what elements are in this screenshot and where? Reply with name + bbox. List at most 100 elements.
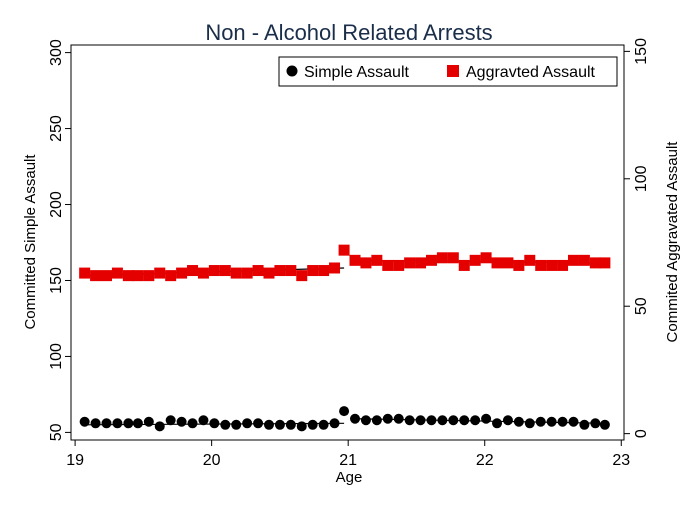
simple-assault-point bbox=[437, 415, 448, 426]
simple-assault-point bbox=[90, 418, 101, 429]
simple-assault-point bbox=[360, 415, 371, 426]
aggravated-assault-point bbox=[122, 270, 134, 282]
simple-assault-point bbox=[513, 416, 524, 427]
simple-assault-point bbox=[426, 415, 437, 426]
aggravated-assault-point bbox=[491, 257, 503, 269]
simple-assault-point bbox=[448, 415, 459, 426]
x-tick-label: 22 bbox=[476, 452, 494, 469]
aggravated-assault-point bbox=[132, 270, 144, 282]
aggravated-assault-point bbox=[524, 254, 536, 266]
aggravated-assault-point bbox=[447, 252, 459, 264]
simple-assault-point bbox=[568, 416, 579, 427]
y-axis-right-title: Commited Aggravated Assault bbox=[664, 141, 681, 343]
aggravated-assault-point bbox=[208, 265, 220, 277]
plot-area bbox=[70, 44, 625, 441]
aggravated-assault-point bbox=[274, 265, 286, 277]
x-tick-label: 19 bbox=[66, 452, 84, 469]
simple-assault-point bbox=[546, 416, 557, 427]
y-axis-left-title: Committed Simple Assault bbox=[22, 154, 39, 330]
simple-assault-point bbox=[579, 419, 590, 430]
simple-assault-point bbox=[371, 415, 382, 426]
simple-assault-point bbox=[415, 415, 426, 426]
simple-assault-point bbox=[382, 413, 393, 424]
aggravated-assault-point bbox=[90, 270, 102, 282]
aggravated-assault-point bbox=[425, 254, 437, 266]
simple-assault-point bbox=[101, 418, 112, 429]
aggravated-assault-point bbox=[143, 270, 155, 282]
simple-assault-point bbox=[220, 419, 231, 430]
simple-assault-point bbox=[165, 415, 176, 426]
aggravated-assault-point bbox=[285, 265, 297, 277]
aggravated-assault-point bbox=[436, 252, 448, 264]
aggravated-assault-point bbox=[165, 270, 177, 282]
aggravated-assault-point bbox=[469, 254, 481, 266]
simple-assault-point bbox=[404, 415, 415, 426]
aggravated-assault-point bbox=[415, 257, 427, 269]
aggravated-assault-point bbox=[535, 259, 547, 271]
y-left-tick-label: 200 bbox=[48, 191, 65, 218]
aggravated-assault-point bbox=[252, 265, 264, 277]
simple-assault-point bbox=[599, 419, 610, 430]
simple-assault-point bbox=[209, 418, 220, 429]
simple-assault-point bbox=[535, 416, 546, 427]
simple-assault-point bbox=[143, 416, 154, 427]
aggravated-assault-point bbox=[404, 257, 416, 269]
simple-assault-point bbox=[79, 416, 90, 427]
aggravated-assault-point bbox=[241, 267, 253, 279]
simple-assault-point bbox=[492, 418, 503, 429]
simple-assault-point bbox=[329, 418, 340, 429]
aggravated-assault-point bbox=[480, 252, 492, 264]
simple-assault-point bbox=[524, 418, 535, 429]
simple-assault-point bbox=[263, 419, 274, 430]
aggravated-assault-point bbox=[296, 270, 308, 282]
x-axis-title: Age bbox=[336, 469, 363, 486]
simple-assault-point bbox=[187, 418, 198, 429]
aggravated-assault-point bbox=[176, 267, 188, 279]
simple-assault-point bbox=[198, 415, 209, 426]
aggravated-assault-point bbox=[546, 259, 558, 271]
axes: 19 20 21 22 23 50 100 150 200 250 300 0 50 100 150 bbox=[48, 38, 650, 469]
legend-aggravated-assault-label: Aggravted Assault bbox=[466, 64, 596, 81]
simple-assault-point bbox=[274, 419, 285, 430]
simple-assault-point bbox=[393, 413, 404, 424]
legend: Simple Assault Aggravted Assault bbox=[278, 56, 618, 87]
aggravated-assault-point bbox=[502, 257, 514, 269]
x-tick-label: 23 bbox=[612, 452, 630, 469]
y-right-tick-label: 0 bbox=[633, 429, 650, 438]
simple-assault-point bbox=[253, 418, 264, 429]
simple-assault-point bbox=[307, 419, 318, 430]
aggravated-assault-point bbox=[513, 259, 525, 271]
simple-assault-point bbox=[112, 418, 123, 429]
legend-aggravated-assault-marker bbox=[447, 65, 459, 77]
aggravated-assault-point bbox=[197, 267, 209, 279]
y-right-tick-label: 50 bbox=[633, 297, 650, 315]
simple-assault-point bbox=[296, 421, 307, 432]
simple-assault-point bbox=[590, 418, 601, 429]
simple-assault-point bbox=[481, 413, 492, 424]
x-tick-label: 21 bbox=[339, 452, 357, 469]
simple-assault-point bbox=[176, 416, 187, 427]
legend-simple-assault-label: Simple Assault bbox=[304, 64, 409, 81]
simple-assault-point bbox=[350, 413, 361, 424]
aggravated-assault-point bbox=[371, 254, 383, 266]
aggravated-assault-point bbox=[349, 254, 361, 266]
aggravated-assault-point bbox=[360, 257, 372, 269]
simple-assault-point bbox=[318, 419, 329, 430]
simple-assault-point bbox=[459, 415, 470, 426]
aggravated-assault-point bbox=[567, 254, 579, 266]
y-left-tick-label: 50 bbox=[48, 423, 65, 441]
simple-assault-point bbox=[132, 418, 143, 429]
aggravated-assault-point bbox=[599, 257, 611, 269]
y-left-tick-label: 150 bbox=[48, 267, 65, 294]
aggravated-assault-point bbox=[219, 265, 231, 277]
aggravated-assault-point bbox=[318, 265, 330, 277]
simple-assault-point bbox=[339, 406, 350, 417]
aggravated-assault-point bbox=[230, 267, 242, 279]
aggravated-assault-point bbox=[79, 267, 91, 279]
y-right-tick-label: 100 bbox=[633, 165, 650, 192]
aggravated-assault-point bbox=[382, 259, 394, 271]
aggravated-assault-point bbox=[557, 259, 569, 271]
y-left-tick-label: 100 bbox=[48, 343, 65, 370]
simple-assault-point bbox=[285, 419, 296, 430]
legend-simple-assault-marker bbox=[286, 65, 298, 77]
